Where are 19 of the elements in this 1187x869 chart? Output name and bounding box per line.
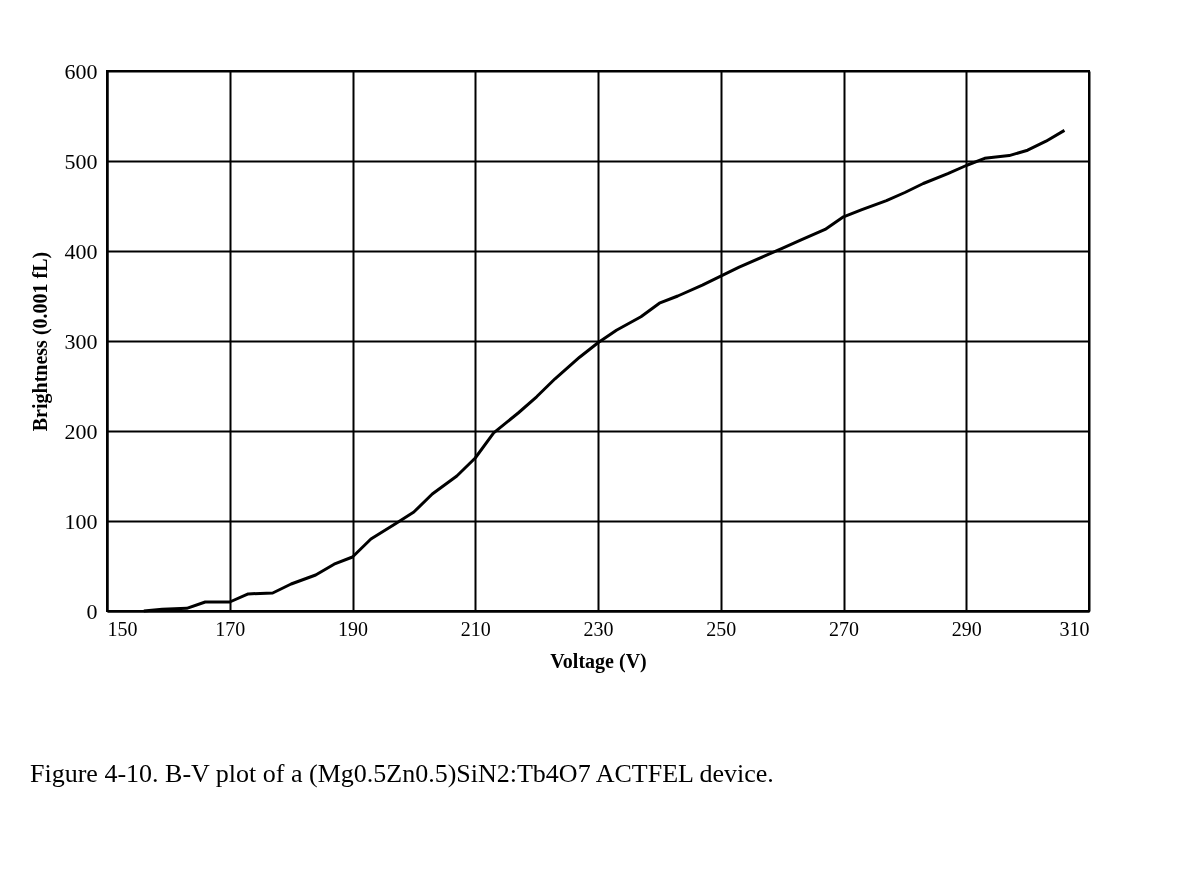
x-tick-label: 290 bbox=[951, 617, 982, 640]
y-tick-label: 400 bbox=[64, 238, 98, 264]
x-tick-label: 310 bbox=[1059, 617, 1090, 640]
y-axis-title: Brightness (0.001 fL) bbox=[28, 251, 52, 432]
y-tick-label: 300 bbox=[64, 328, 98, 354]
x-tick-label: 250 bbox=[706, 617, 737, 640]
y-tick-label: 200 bbox=[64, 418, 98, 444]
x-tick-label: 270 bbox=[829, 617, 859, 640]
caption: Figure 4-10. B-V plot of a (Mg0.5Zn0.5)SiN2:Tb4O7 ACTFEL device. bbox=[30, 759, 774, 788]
x-tick-label: 230 bbox=[583, 617, 614, 640]
x-tick-label: 170 bbox=[215, 617, 246, 640]
x-tick-label: 190 bbox=[338, 617, 368, 640]
y-tick-label: 100 bbox=[64, 508, 98, 534]
y-tick-label: 500 bbox=[64, 148, 98, 174]
x-tick-label: 210 bbox=[460, 617, 491, 640]
y-tick-label: 600 bbox=[64, 58, 98, 84]
x-tick-label: 150 bbox=[107, 617, 138, 640]
y-tick-label: 0 bbox=[86, 598, 98, 624]
x-axis-title: Voltage (V) bbox=[550, 649, 647, 673]
